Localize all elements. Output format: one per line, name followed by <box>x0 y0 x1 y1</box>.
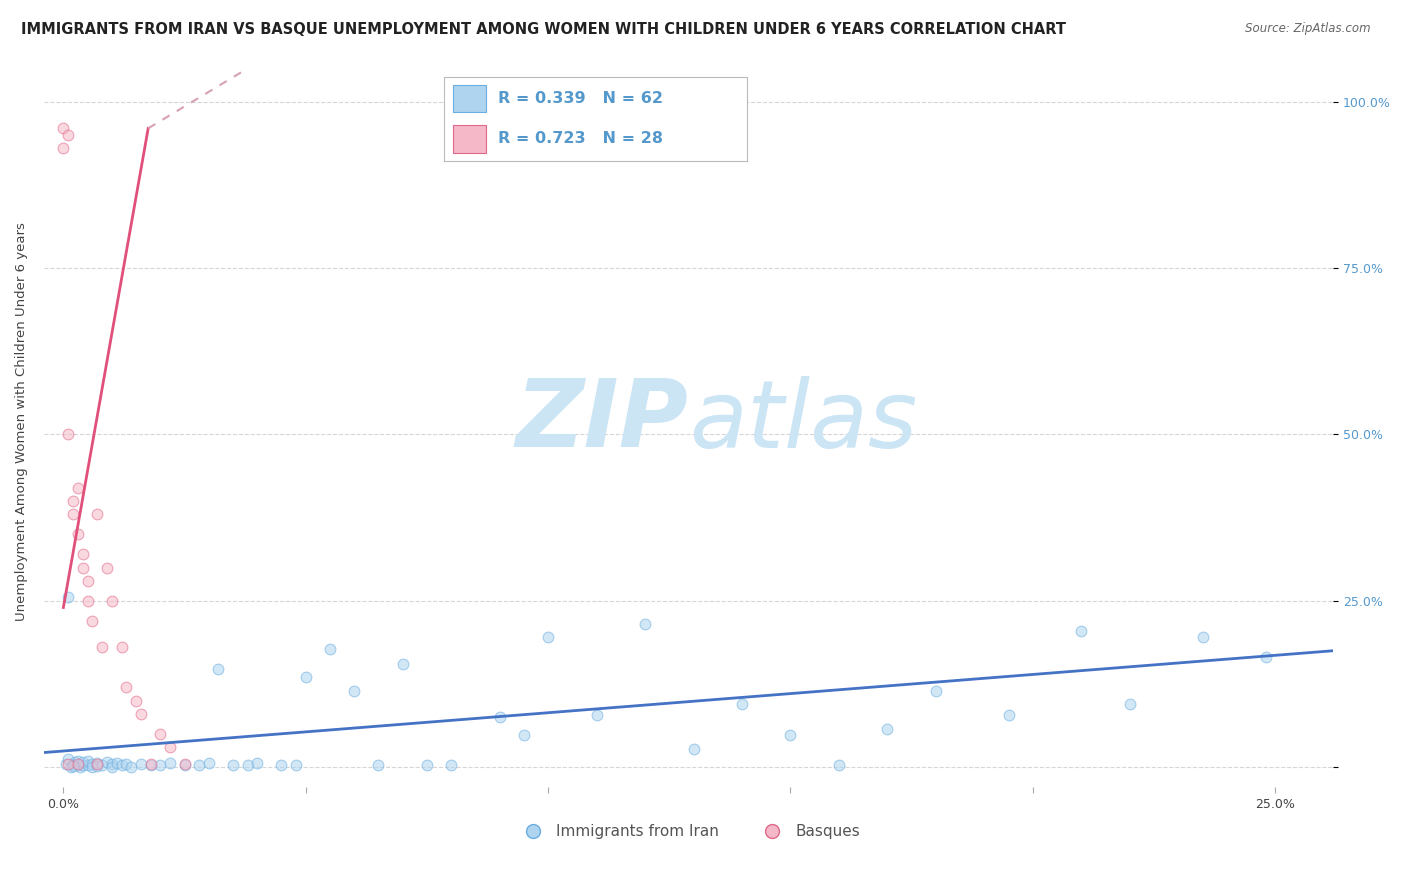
Point <box>319 641 342 656</box>
Point <box>58 427 80 442</box>
Point <box>66 481 89 495</box>
Point <box>59 760 82 774</box>
Point <box>149 727 172 741</box>
Legend: Immigrants from Iran, Basques: Immigrants from Iran, Basques <box>512 818 866 846</box>
Point <box>1191 631 1213 645</box>
Point <box>66 756 89 771</box>
Point <box>125 693 148 707</box>
Point <box>86 759 108 773</box>
Point <box>91 757 114 772</box>
Point <box>58 752 80 766</box>
Point <box>72 547 94 561</box>
Point <box>585 708 607 723</box>
Point <box>115 756 138 771</box>
Point <box>440 758 463 772</box>
Point <box>101 760 124 774</box>
Point <box>997 708 1019 723</box>
Point <box>69 760 91 774</box>
Point <box>82 760 104 774</box>
Point <box>62 494 84 508</box>
Y-axis label: Unemployment Among Women with Children Under 6 years: Unemployment Among Women with Children U… <box>15 222 28 621</box>
Point <box>129 706 152 721</box>
Point <box>416 757 439 772</box>
Point <box>101 594 124 608</box>
Point <box>779 728 801 742</box>
Point <box>828 758 851 772</box>
Text: ZIP: ZIP <box>516 376 689 467</box>
Point <box>197 756 219 771</box>
Point <box>82 756 104 771</box>
Point <box>188 758 211 772</box>
Point <box>91 640 114 655</box>
Point <box>76 758 98 772</box>
Point <box>76 754 98 768</box>
Point <box>52 121 75 136</box>
Point <box>159 756 181 770</box>
Point <box>65 755 87 769</box>
Point <box>207 662 229 676</box>
Point <box>115 681 138 695</box>
Point <box>55 756 77 771</box>
Point <box>66 758 89 772</box>
Point <box>62 508 84 522</box>
Point <box>110 640 132 655</box>
Point <box>76 594 98 608</box>
Point <box>876 722 898 736</box>
Point <box>58 128 80 142</box>
Point <box>1070 624 1092 638</box>
Point <box>343 683 366 698</box>
Point <box>105 756 128 770</box>
Point <box>294 670 316 684</box>
Point <box>96 755 118 769</box>
Point <box>537 631 560 645</box>
Point <box>66 527 89 541</box>
Point <box>72 755 94 769</box>
Point <box>58 756 80 771</box>
Point <box>58 591 80 605</box>
Point <box>513 728 536 742</box>
Text: Source: ZipAtlas.com: Source: ZipAtlas.com <box>1246 22 1371 36</box>
Point <box>66 754 89 768</box>
Point <box>1119 697 1142 711</box>
Point <box>173 757 195 772</box>
Text: atlas: atlas <box>689 376 917 467</box>
Point <box>149 757 172 772</box>
Point <box>139 758 162 772</box>
Point <box>72 560 94 574</box>
Point <box>236 758 259 772</box>
Text: IMMIGRANTS FROM IRAN VS BASQUE UNEMPLOYMENT AMONG WOMEN WITH CHILDREN UNDER 6 YE: IMMIGRANTS FROM IRAN VS BASQUE UNEMPLOYM… <box>21 22 1066 37</box>
Point <box>270 757 292 772</box>
Point <box>120 760 142 774</box>
Point <box>52 141 75 155</box>
Point <box>925 683 948 698</box>
Point <box>285 758 308 772</box>
Point <box>731 697 754 711</box>
Point <box>86 756 108 771</box>
Point <box>634 617 657 632</box>
Point <box>62 756 84 771</box>
Point <box>110 758 132 772</box>
Point <box>391 657 413 671</box>
Point <box>76 574 98 588</box>
Point <box>682 741 704 756</box>
Point <box>96 560 118 574</box>
Point <box>488 710 510 724</box>
Point <box>62 759 84 773</box>
Point <box>101 756 124 771</box>
Point <box>139 756 162 771</box>
Point <box>159 740 181 755</box>
Point <box>173 756 195 771</box>
Point <box>82 614 104 628</box>
Point <box>86 756 108 771</box>
Point <box>1254 650 1277 665</box>
Point <box>222 757 245 772</box>
Point <box>129 756 152 771</box>
Point <box>72 757 94 772</box>
Point <box>86 508 108 522</box>
Point <box>367 758 389 772</box>
Point <box>246 756 269 770</box>
